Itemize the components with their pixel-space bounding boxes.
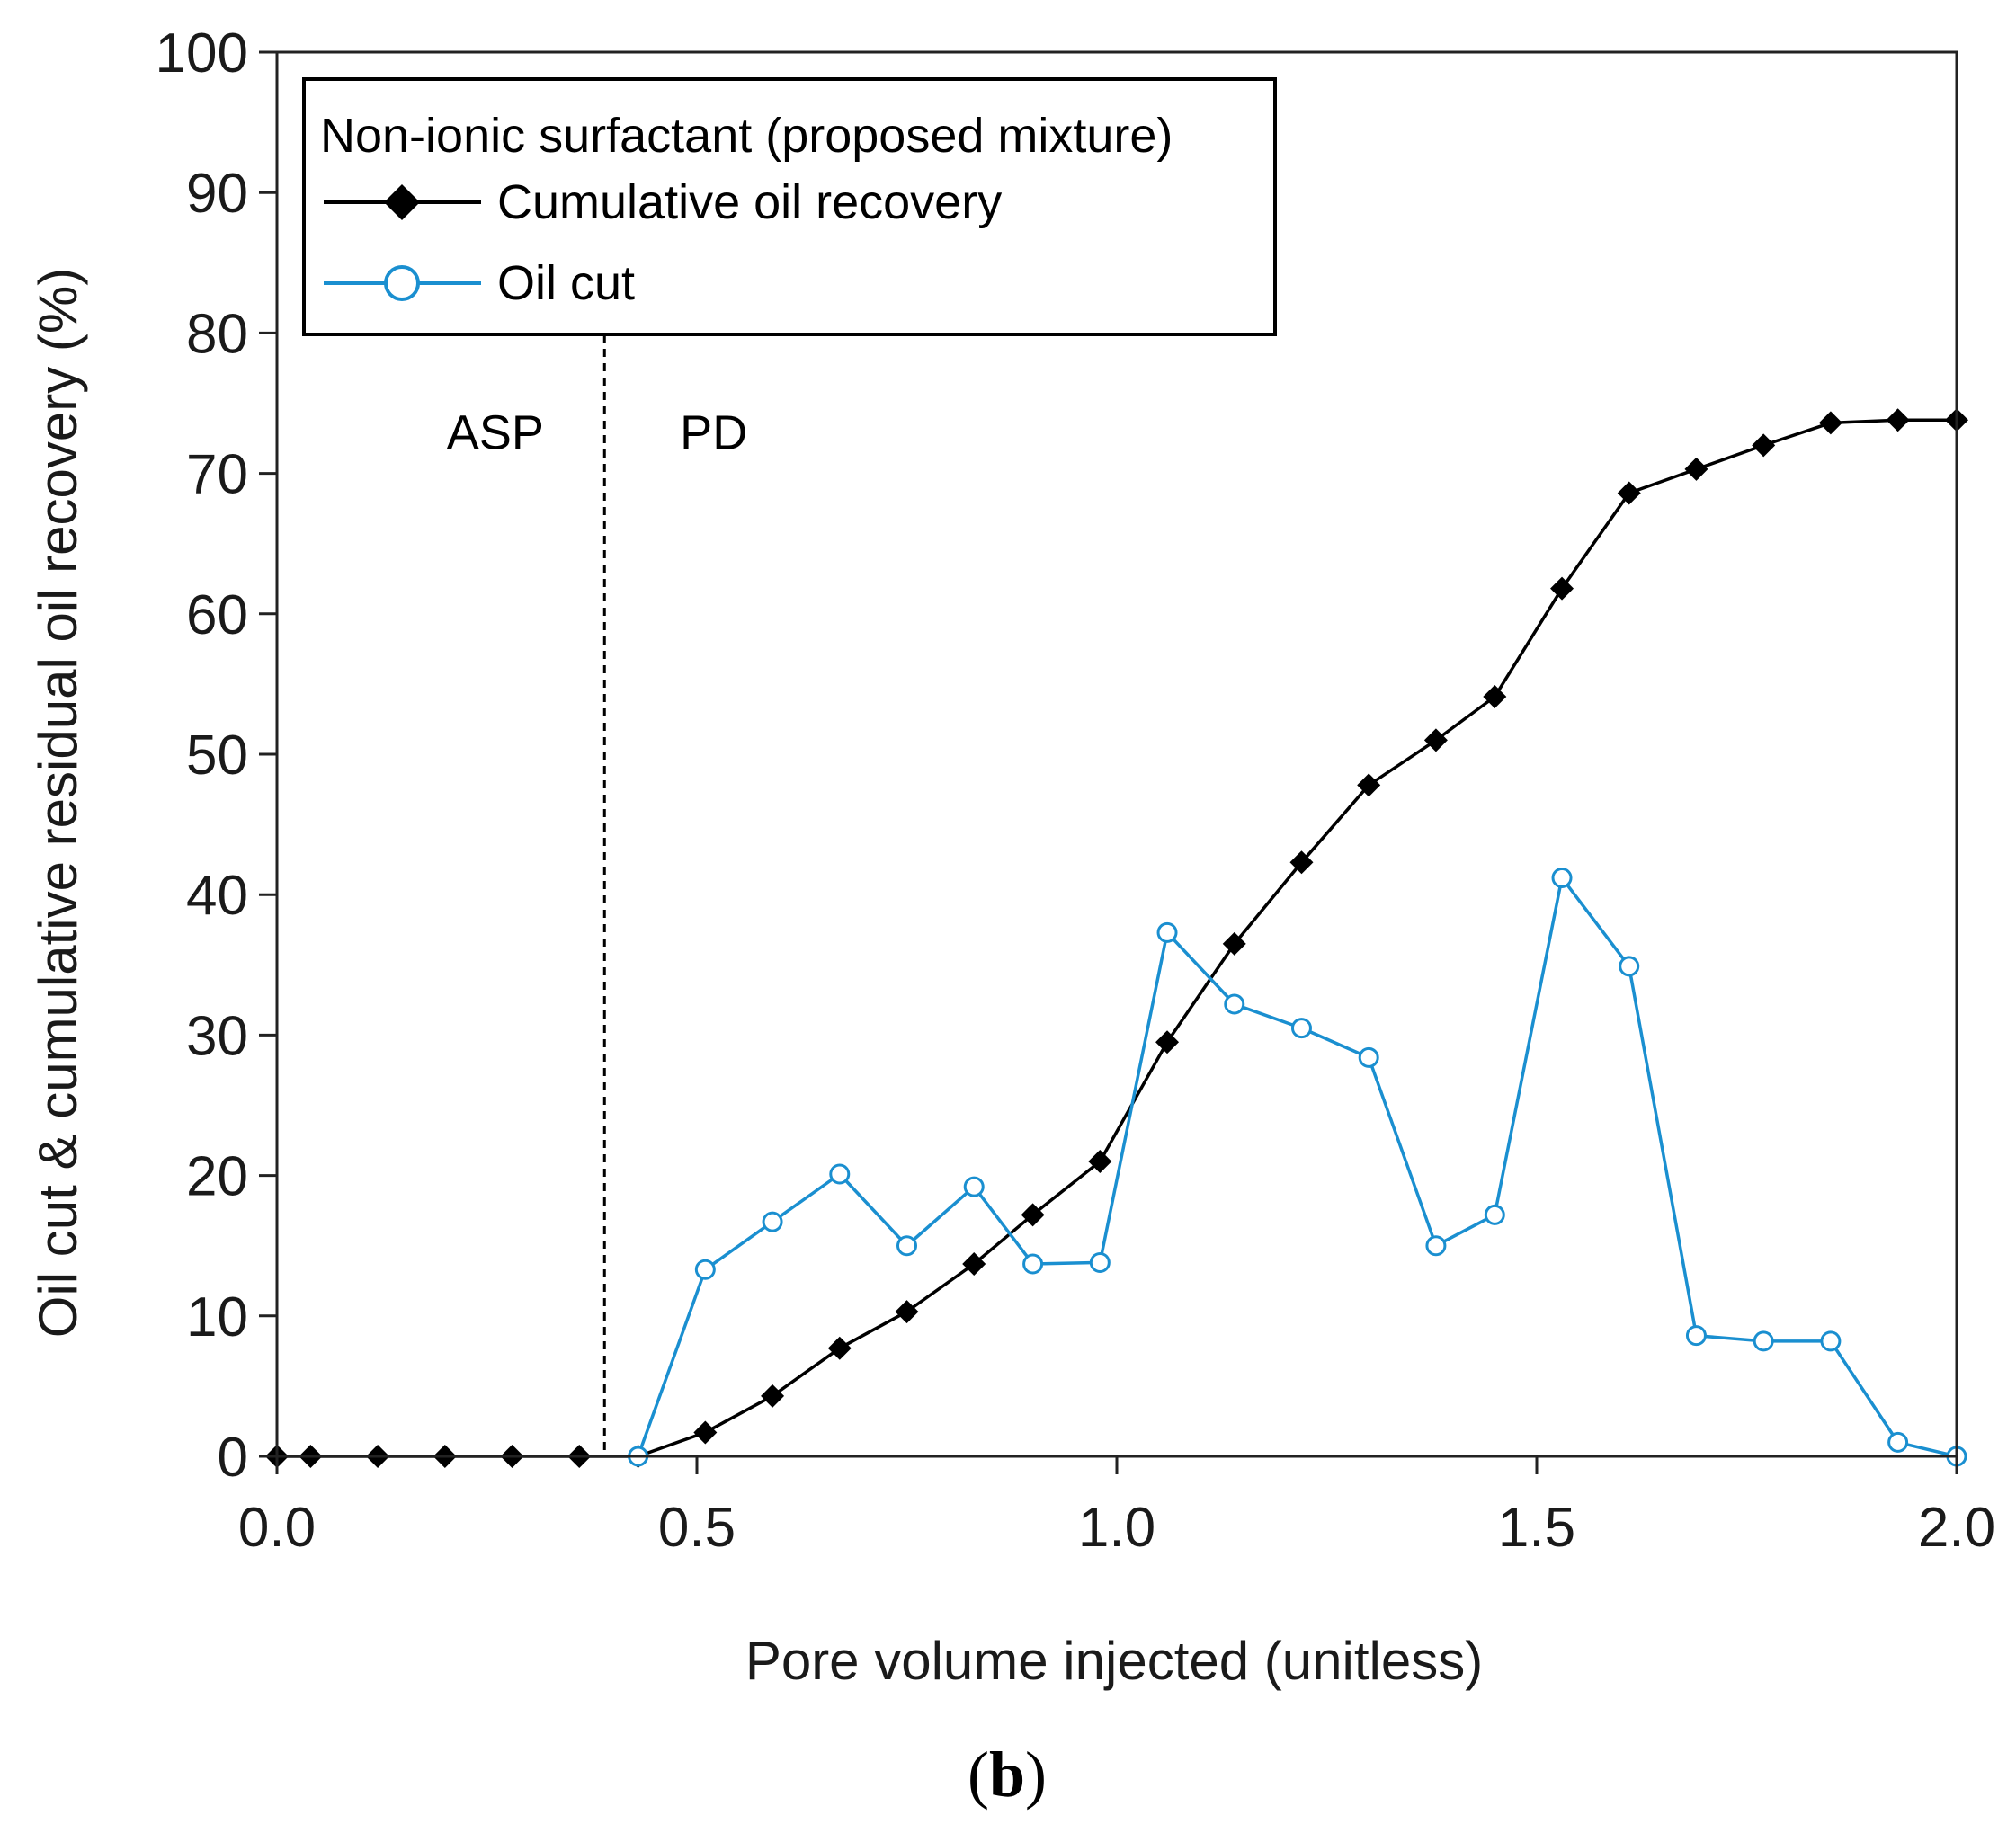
axes: 0 10 20 30 40 50 60 70 80 90 100 0.0 0.5 1.0 1.5 2.0 xyxy=(156,22,1996,1559)
oil-cut-point xyxy=(1089,1251,1111,1273)
y-tick-label: 0 xyxy=(218,1427,248,1489)
y-tick-label: 70 xyxy=(186,444,248,506)
oil-cut-point xyxy=(1484,1204,1505,1225)
y-tick-label: 10 xyxy=(186,1286,248,1348)
cumulative-recovery-point xyxy=(1088,1149,1112,1173)
y-tick-label: 60 xyxy=(186,584,248,646)
y-tick-label: 40 xyxy=(186,865,248,927)
legend-label-cumulative: Cumulative oil recovery xyxy=(497,175,1002,229)
oil-cut-point xyxy=(1685,1325,1707,1347)
oil-cut-point xyxy=(1887,1431,1909,1453)
oil-cut-point xyxy=(694,1259,716,1280)
legend-label-oil-cut: Oil cut xyxy=(497,256,635,310)
region-label: PD xyxy=(680,406,747,460)
cumulative-recovery-point xyxy=(1550,576,1574,601)
cumulative-recovery-point xyxy=(693,1420,718,1445)
legend-marker-oil-cut xyxy=(384,265,420,301)
cumulative-recovery-point xyxy=(1684,457,1708,481)
y-tick-label: 20 xyxy=(186,1146,248,1208)
legend-box xyxy=(302,77,1277,336)
y-tick-label: 90 xyxy=(186,163,248,225)
cumulative-recovery-point xyxy=(827,1336,852,1360)
cumulative-recovery-point xyxy=(1222,931,1246,956)
y-axis-label: Oil cut & cumulative residual oil recove… xyxy=(28,268,88,1338)
y-tick-label: 80 xyxy=(186,303,248,365)
x-tick-label: 0.0 xyxy=(238,1497,316,1559)
cumulative-recovery-point xyxy=(1289,850,1314,875)
cumulative-recovery-point xyxy=(895,1300,919,1324)
oil-cut-point xyxy=(1425,1235,1447,1257)
cumulative-recovery-point xyxy=(1752,433,1776,458)
oil-cut-point xyxy=(896,1235,917,1257)
legend-title: Non-ionic surfactant (proposed mixture) xyxy=(320,109,1173,163)
x-axis-label: Pore volume injected (unitless) xyxy=(745,1631,1483,1691)
cumulative-recovery-point xyxy=(1021,1203,1045,1227)
oil-cut-point xyxy=(1290,1018,1312,1039)
cumulative-recovery-point xyxy=(1357,773,1381,797)
cumulative-recovery-point xyxy=(1483,684,1507,708)
panel-label-letter: b xyxy=(989,1739,1025,1811)
legend-marker-cumulative xyxy=(384,184,420,220)
cumulative-recovery-point xyxy=(962,1252,986,1277)
oil-cut-point xyxy=(829,1163,851,1185)
panel-label-open: ( xyxy=(968,1739,989,1811)
oil-cut-point xyxy=(762,1211,783,1232)
y-tick-label: 30 xyxy=(186,1005,248,1067)
x-tick-label: 2.0 xyxy=(1918,1497,1995,1559)
cumulative-recovery-point xyxy=(761,1384,785,1408)
oil-cut-point xyxy=(963,1176,985,1197)
oil-cut-point xyxy=(1224,993,1245,1015)
panel-label-close: ) xyxy=(1025,1739,1047,1811)
oil-cut-point xyxy=(1358,1046,1379,1068)
legend: Non-ionic surfactant (proposed mixture) … xyxy=(302,77,1277,336)
oil-cut-point xyxy=(1022,1253,1044,1275)
oil-cut-point xyxy=(1753,1330,1774,1352)
cumulative-recovery-point xyxy=(1155,1030,1180,1054)
cumulative-recovery-point xyxy=(1886,408,1910,432)
oil-cut-point xyxy=(1820,1330,1842,1352)
oil-cut-point xyxy=(1551,867,1573,888)
y-tick-label: 100 xyxy=(156,22,248,85)
region-label: ASP xyxy=(447,406,544,460)
x-tick-label: 0.5 xyxy=(658,1497,736,1559)
x-tick-label: 1.0 xyxy=(1078,1497,1155,1559)
y-tick-label: 50 xyxy=(186,725,248,787)
cumulative-recovery-point xyxy=(1423,728,1448,752)
x-tick-label: 1.5 xyxy=(1498,1497,1575,1559)
panel-label: (b) xyxy=(968,1739,1047,1811)
oil-cut-point xyxy=(1156,921,1178,943)
oil-cut-point xyxy=(1619,956,1640,977)
cumulative-recovery-point xyxy=(1818,411,1842,435)
cumulative-recovery-point xyxy=(1617,481,1641,505)
